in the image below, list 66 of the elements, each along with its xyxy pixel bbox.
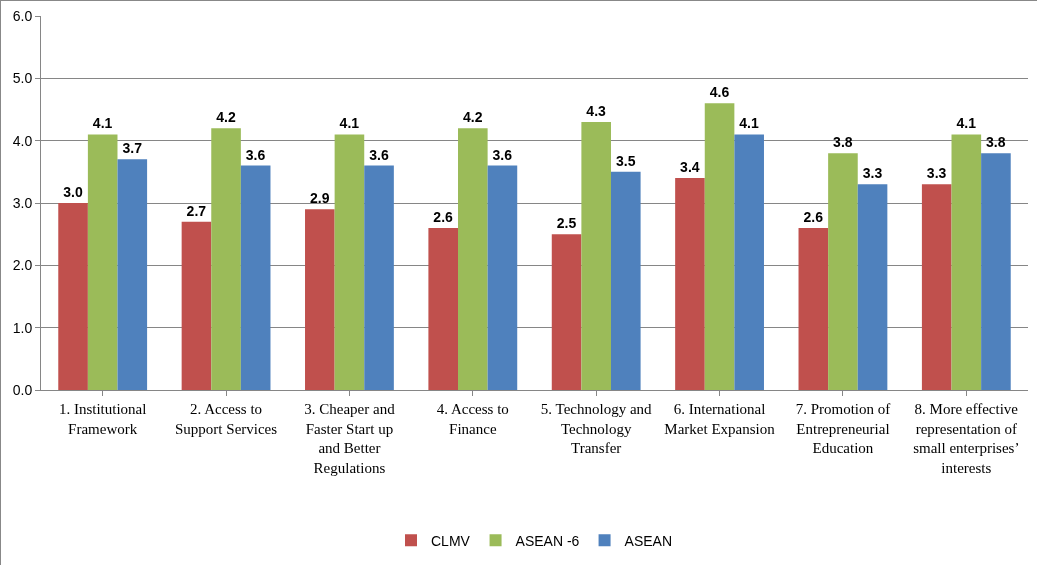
legend-label: ASEAN: [624, 532, 673, 549]
data-label: 3.8: [986, 134, 1006, 151]
data-label: 4.1: [92, 115, 113, 132]
legend-label: CLMV: [431, 532, 471, 549]
y-tick-label: 1.0: [12, 319, 33, 336]
data-label: 4.1: [739, 115, 760, 132]
data-label: 4.1: [956, 115, 977, 132]
data-label: 3.6: [369, 146, 389, 163]
y-tick-label: 2.0: [12, 257, 33, 274]
x-tick-label: 2. Access to Support Services: [175, 401, 278, 437]
data-label: 2.9: [309, 190, 330, 207]
y-tick-label: 6.0: [12, 7, 33, 24]
bar: [828, 153, 858, 390]
bar: [364, 165, 394, 390]
x-tick-label: 8. More effective representation of small enterprises’ interests: [913, 401, 1020, 476]
data-label: 4.1: [339, 115, 360, 132]
x-tick-label: 1. Institutional Framework: [58, 401, 147, 437]
data-label: 3.4: [680, 159, 700, 176]
bar: [734, 134, 764, 390]
data-label: 3.6: [245, 146, 266, 163]
data-label: 4.3: [586, 102, 607, 119]
bar: [798, 227, 829, 390]
bar: [181, 221, 212, 390]
bar: [487, 165, 518, 390]
x-tick-label: 4. Access to Finance: [436, 401, 509, 437]
data-label: 4.2: [462, 109, 483, 126]
y-tick-label: 3.0: [12, 194, 33, 211]
x-tick-label: 5. Technology and Technology Transfer: [540, 401, 653, 456]
data-label: 2.5: [556, 215, 577, 232]
data-label: 3.0: [63, 184, 83, 200]
bar: [87, 134, 118, 390]
data-label: 3.8: [833, 134, 853, 151]
bar: [981, 153, 1011, 390]
bar: [675, 178, 705, 390]
bar: [428, 227, 459, 390]
data-label: 2.6: [433, 208, 454, 225]
bar: [951, 134, 982, 390]
bar: [334, 134, 365, 390]
bar: [857, 184, 888, 390]
bar: [211, 128, 241, 390]
y-tick-label: 5.0: [12, 70, 33, 87]
data-label: 2.7: [186, 202, 207, 219]
bar: [240, 165, 271, 390]
legend-label: ASEAN -6: [515, 532, 580, 549]
y-tick-label: 4.0: [12, 132, 33, 149]
data-label: 4.6: [709, 84, 730, 101]
x-tick-label: 3. Cheaper and Faster Start up and Better Regulations: [304, 401, 396, 476]
data-label: 3.3: [926, 165, 947, 182]
bar: [551, 234, 582, 390]
bar: [458, 128, 488, 390]
y-tick-label: 0.0: [12, 381, 33, 398]
data-label: 3.5: [615, 152, 636, 169]
bar: [305, 209, 335, 390]
x-tick-label: 7. Promotion of Entrepreneurial Education: [795, 401, 891, 456]
bar: [117, 159, 148, 390]
data-label: 3.7: [122, 140, 143, 157]
bar: [704, 103, 735, 390]
data-label: 3.3: [862, 165, 883, 182]
bar: [610, 171, 641, 390]
bar: [581, 121, 611, 390]
data-label: 2.6: [803, 208, 824, 225]
x-tick-label: 6. International Market Expansion: [664, 401, 776, 437]
bar: [58, 203, 88, 390]
data-label: 3.6: [492, 146, 513, 163]
data-label: 4.2: [216, 109, 236, 126]
bar: [921, 184, 952, 390]
